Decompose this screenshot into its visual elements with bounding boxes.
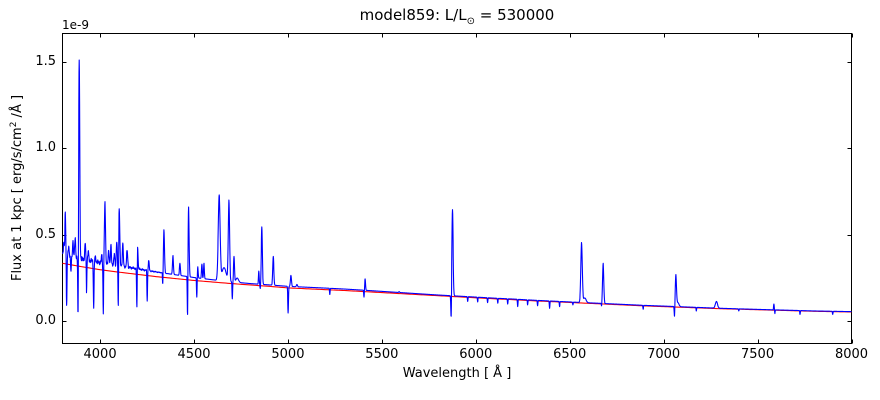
x-tick-label: 4000 xyxy=(83,347,117,362)
x-tick-label: 8000 xyxy=(834,347,869,362)
x-axis-label: Wavelength [ Å ] xyxy=(402,366,512,381)
x-tick-label: 4500 xyxy=(177,347,211,362)
y-axis-offset-label: 1e-9 xyxy=(62,18,89,32)
x-tick-label: 6000 xyxy=(459,347,493,362)
title-text-prefix: model859: L/L xyxy=(359,6,467,24)
y-axis-label-superscript: 2 xyxy=(8,121,19,128)
plot-title: model859: L/L⊙ = 530000 xyxy=(62,6,852,27)
y-tick-label: 1.5 xyxy=(35,53,56,69)
y-tick-label: 0.5 xyxy=(35,226,56,242)
x-tick-label: 5500 xyxy=(365,347,399,362)
y-axis-label-suffix: /Å ] xyxy=(10,94,26,122)
title-text-suffix: = 530000 xyxy=(474,6,555,24)
x-tick-label: 5000 xyxy=(271,347,305,362)
model-spectrum-line xyxy=(61,59,852,317)
x-tick-label: 7000 xyxy=(647,347,681,362)
axes-frame xyxy=(62,33,852,344)
x-tick-label: 7500 xyxy=(741,347,775,362)
y-tick-label: 0.0 xyxy=(35,313,56,329)
y-tick-label: 1.0 xyxy=(35,140,56,156)
sun-symbol: ⊙ xyxy=(466,16,475,27)
x-tick-label: 6500 xyxy=(553,347,587,362)
y-axis-label: Flux at 1 kpc [ erg/s/cm2 /Å ] xyxy=(9,95,25,281)
